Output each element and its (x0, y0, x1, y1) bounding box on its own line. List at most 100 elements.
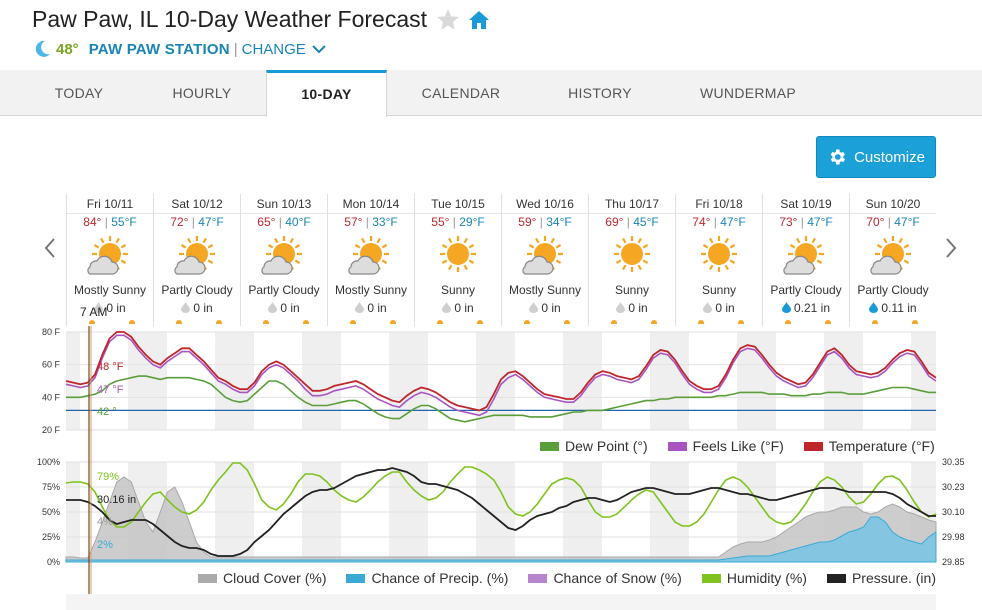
y-tick-label: 50% (42, 507, 60, 517)
sun-cloud-icon (258, 232, 310, 278)
tab-hourly[interactable]: HOURLY (172, 85, 232, 101)
day-temps: 57° | 33°F (344, 215, 398, 229)
legend-label: Humidity (%) (726, 570, 807, 586)
high-temp: 70° (866, 215, 885, 229)
low-temp: 45°F (633, 215, 659, 229)
forecast-days: Fri 10/11 84° | 55°F Mostly Sunny 0 in S… (66, 194, 936, 326)
sunrise-icon (89, 320, 95, 324)
sun-cloud-icon (519, 232, 571, 278)
day-label: Tue 10/15 (415, 196, 501, 214)
legend-label: Cloud Cover (%) (223, 570, 327, 586)
low-temp: 40°F (285, 215, 311, 229)
legend-label: Chance of Precip. (%) (371, 570, 509, 586)
tab-wundermap[interactable]: WUNDERMAP (699, 85, 797, 101)
legend-item[interactable]: Cloud Cover (%) (198, 570, 326, 586)
day-temps: 69° | 45°F (605, 215, 659, 229)
y-tick-label-right: 30.35 (942, 457, 965, 467)
day-column[interactable]: Fri 10/18 74° | 47°F Sunny 0 in (675, 194, 762, 326)
legend-item[interactable]: Dew Point (°) (540, 438, 648, 454)
sunset-icon (738, 320, 744, 324)
condition-text: Partly Cloudy (248, 283, 320, 297)
legend-item[interactable]: Chance of Snow (%) (528, 570, 682, 586)
night-band (675, 332, 689, 430)
precip-value: 0 in (280, 301, 300, 315)
y-tick-label: 75% (42, 482, 60, 492)
night-band (389, 332, 414, 430)
change-station-link[interactable]: CHANGE (241, 40, 306, 58)
moon-icon (35, 40, 50, 57)
legend-item[interactable]: Temperature (°F) (803, 438, 935, 454)
chevron-right-icon[interactable] (943, 236, 959, 260)
day-column[interactable]: Sun 10/13 65° | 40°F Partly Cloudy 0 in (240, 194, 327, 326)
condition-text: Mostly Sunny (73, 283, 147, 297)
sunrise-icon (263, 320, 269, 324)
sun-icon (606, 232, 658, 278)
condition-text: Partly Cloudy (770, 283, 842, 297)
legend-label: Pressure. (in) (851, 570, 936, 586)
legend-swatch (803, 441, 823, 451)
high-temp: 55° (431, 215, 450, 229)
legend-swatch (826, 573, 846, 583)
day-temps: 73° | 47°F (779, 215, 833, 229)
temperature-line (65, 331, 937, 412)
high-temp: 59° (518, 215, 537, 229)
raindrop-icon (869, 302, 879, 313)
condition-text: Sunny (440, 283, 476, 297)
home-icon[interactable] (467, 8, 491, 32)
sun-icon (432, 232, 484, 278)
pressure-line (66, 467, 936, 557)
day-column[interactable]: Mon 10/14 57° | 33°F Mostly Sunny 0 in (327, 194, 414, 326)
day-column[interactable]: Thu 10/17 69° | 45°F Sunny 0 in (588, 194, 675, 326)
precip-value: 0 in (628, 301, 648, 315)
customize-label: Customize (854, 148, 925, 166)
raindrop-icon (268, 302, 278, 313)
dew-point-line (66, 375, 936, 423)
station-name[interactable]: PAW PAW STATION (88, 40, 230, 58)
precip-value: 0.21 in (793, 301, 831, 315)
high-temp: 72° (170, 215, 189, 229)
y-tick-label: 0% (47, 557, 60, 567)
star-icon[interactable] (435, 7, 461, 33)
night-band (588, 332, 602, 430)
legend-item[interactable]: Humidity (%) (701, 570, 807, 586)
precip-value: 0 in (106, 301, 126, 315)
day-column[interactable]: Tue 10/15 55° | 29°F Sunny 0 in (414, 194, 501, 326)
tab-10-day[interactable]: 10-DAY (266, 70, 387, 117)
legend-label: Feels Like (°F) (692, 438, 784, 454)
raindrop-icon (529, 302, 539, 313)
customize-button[interactable]: Customize (816, 136, 936, 178)
current-temperature: 48° (56, 40, 79, 58)
y-tick-label-right: 29.98 (942, 532, 965, 542)
night-band (824, 332, 849, 430)
day-column[interactable]: Wed 10/16 59° | 34°F Mostly Sunny 0 in (501, 194, 588, 326)
tab-history[interactable]: HISTORY (568, 85, 632, 101)
sunset-icon (216, 320, 222, 324)
chevron-left-icon[interactable] (42, 236, 58, 260)
sunrise-icon (437, 320, 443, 324)
legend-item[interactable]: Chance of Precip. (%) (346, 570, 508, 586)
legend-item[interactable]: Feels Like (°F) (667, 438, 784, 454)
legend-item[interactable]: Pressure. (in) (826, 570, 936, 586)
low-temp: 47°F (807, 215, 833, 229)
high-temp: 57° (344, 215, 363, 229)
precip-amount: 0 in (415, 301, 501, 315)
precip-value: 0 in (367, 301, 387, 315)
y-tick-label: 40 F (42, 392, 61, 402)
precip-amount: 0.21 in (763, 301, 849, 315)
tab-today[interactable]: TODAY (54, 85, 104, 101)
day-label: Sat 10/19 (763, 196, 849, 214)
day-column[interactable]: Fri 10/11 84° | 55°F Mostly Sunny 0 in (66, 194, 153, 326)
tab-calendar[interactable]: CALENDAR (421, 85, 501, 101)
day-column[interactable]: Sun 10/20 70° | 47°F Partly Cloudy 0.11 … (849, 194, 936, 326)
precip-amount: 0 in (502, 301, 588, 315)
low-temp: 34°F (546, 215, 572, 229)
day-column[interactable]: Sat 10/19 73° | 47°F Partly Cloudy 0.21 … (762, 194, 849, 326)
low-temp: 55°F (111, 215, 137, 229)
page-title: Paw Paw, IL 10-Day Weather Forecast (32, 6, 428, 32)
separator: | (233, 40, 238, 58)
sunrise-icon (524, 320, 530, 324)
high-temp: 84° (83, 215, 102, 229)
day-column[interactable]: Sat 10/12 72° | 47°F Partly Cloudy 0 in (153, 194, 240, 326)
gear-icon (830, 149, 846, 165)
chevron-down-icon[interactable] (312, 44, 326, 54)
